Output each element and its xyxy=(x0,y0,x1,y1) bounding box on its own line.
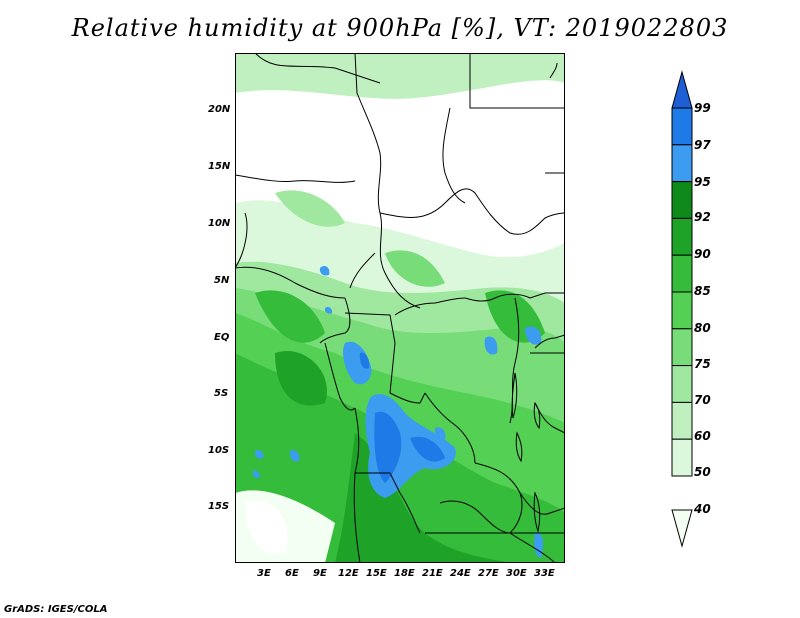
colorbar-label-95: 95 xyxy=(694,175,711,189)
lon-label-3e: 3E xyxy=(257,568,271,579)
lat-label-5s: 5S xyxy=(214,388,229,399)
colorbar-label-85: 85 xyxy=(694,284,711,298)
colorbar-label-50: 50 xyxy=(694,465,711,479)
lakes xyxy=(511,62,558,533)
colorbar-cell xyxy=(671,217,693,256)
lon-label-12e: 12E xyxy=(338,568,359,579)
colorbar-label-97: 97 xyxy=(694,138,711,152)
grads-credit: GrADS: IGES/COLA xyxy=(4,604,108,615)
lon-label-24e: 24E xyxy=(450,568,471,579)
map-panel xyxy=(235,53,565,563)
lat-label-10n: 10N xyxy=(208,218,231,229)
colorbar-cell xyxy=(671,401,693,440)
lat-label-5n: 5N xyxy=(214,275,230,286)
colorbar-top-triangle xyxy=(671,70,693,109)
chart-title: Relative humidity at 900hPa [%], VT: 201… xyxy=(71,14,729,42)
colorbar-label-92: 92 xyxy=(694,210,711,224)
high-humidity-areas xyxy=(252,265,543,558)
colorbar-label-60: 60 xyxy=(694,429,711,443)
lon-label-30e: 30E xyxy=(506,568,527,579)
lat-label-15s: 15S xyxy=(208,501,230,512)
lat-label-20n: 20N xyxy=(208,104,231,115)
colorbar-cell xyxy=(671,291,693,330)
colorbar-label-80: 80 xyxy=(694,321,711,335)
lon-label-27e: 27E xyxy=(478,568,499,579)
colorbar-cell xyxy=(671,438,693,477)
map-border xyxy=(235,53,565,563)
lon-label-15e: 15E xyxy=(366,568,387,579)
lon-label-9e: 9E xyxy=(313,568,327,579)
country-borders xyxy=(235,53,565,563)
colorbar xyxy=(660,70,720,550)
colorbar-label-75: 75 xyxy=(694,357,711,371)
lon-label-21e: 21E xyxy=(422,568,443,579)
colorbar-cell xyxy=(671,254,693,293)
colorbar-label-99: 99 xyxy=(694,101,711,115)
humidity-field xyxy=(235,53,565,563)
colorbar-label-70: 70 xyxy=(694,393,711,407)
colorbar-label-90: 90 xyxy=(694,247,711,261)
lon-label-33e: 33E xyxy=(534,568,555,579)
lat-label-15n: 15N xyxy=(208,161,231,172)
lon-label-6e: 6E xyxy=(285,568,299,579)
colorbar-label-40: 40 xyxy=(694,502,711,516)
colorbar-cell xyxy=(671,144,693,183)
colorbar-bottom-triangle xyxy=(671,509,693,548)
colorbar-cell xyxy=(671,181,693,219)
lat-label-eq: EQ xyxy=(214,332,230,343)
colorbar-cell xyxy=(671,107,693,146)
lon-label-18e: 18E xyxy=(394,568,415,579)
lat-label-10s: 10S xyxy=(208,445,230,456)
colorbar-cell xyxy=(671,328,693,367)
colorbar-cell xyxy=(671,365,693,403)
